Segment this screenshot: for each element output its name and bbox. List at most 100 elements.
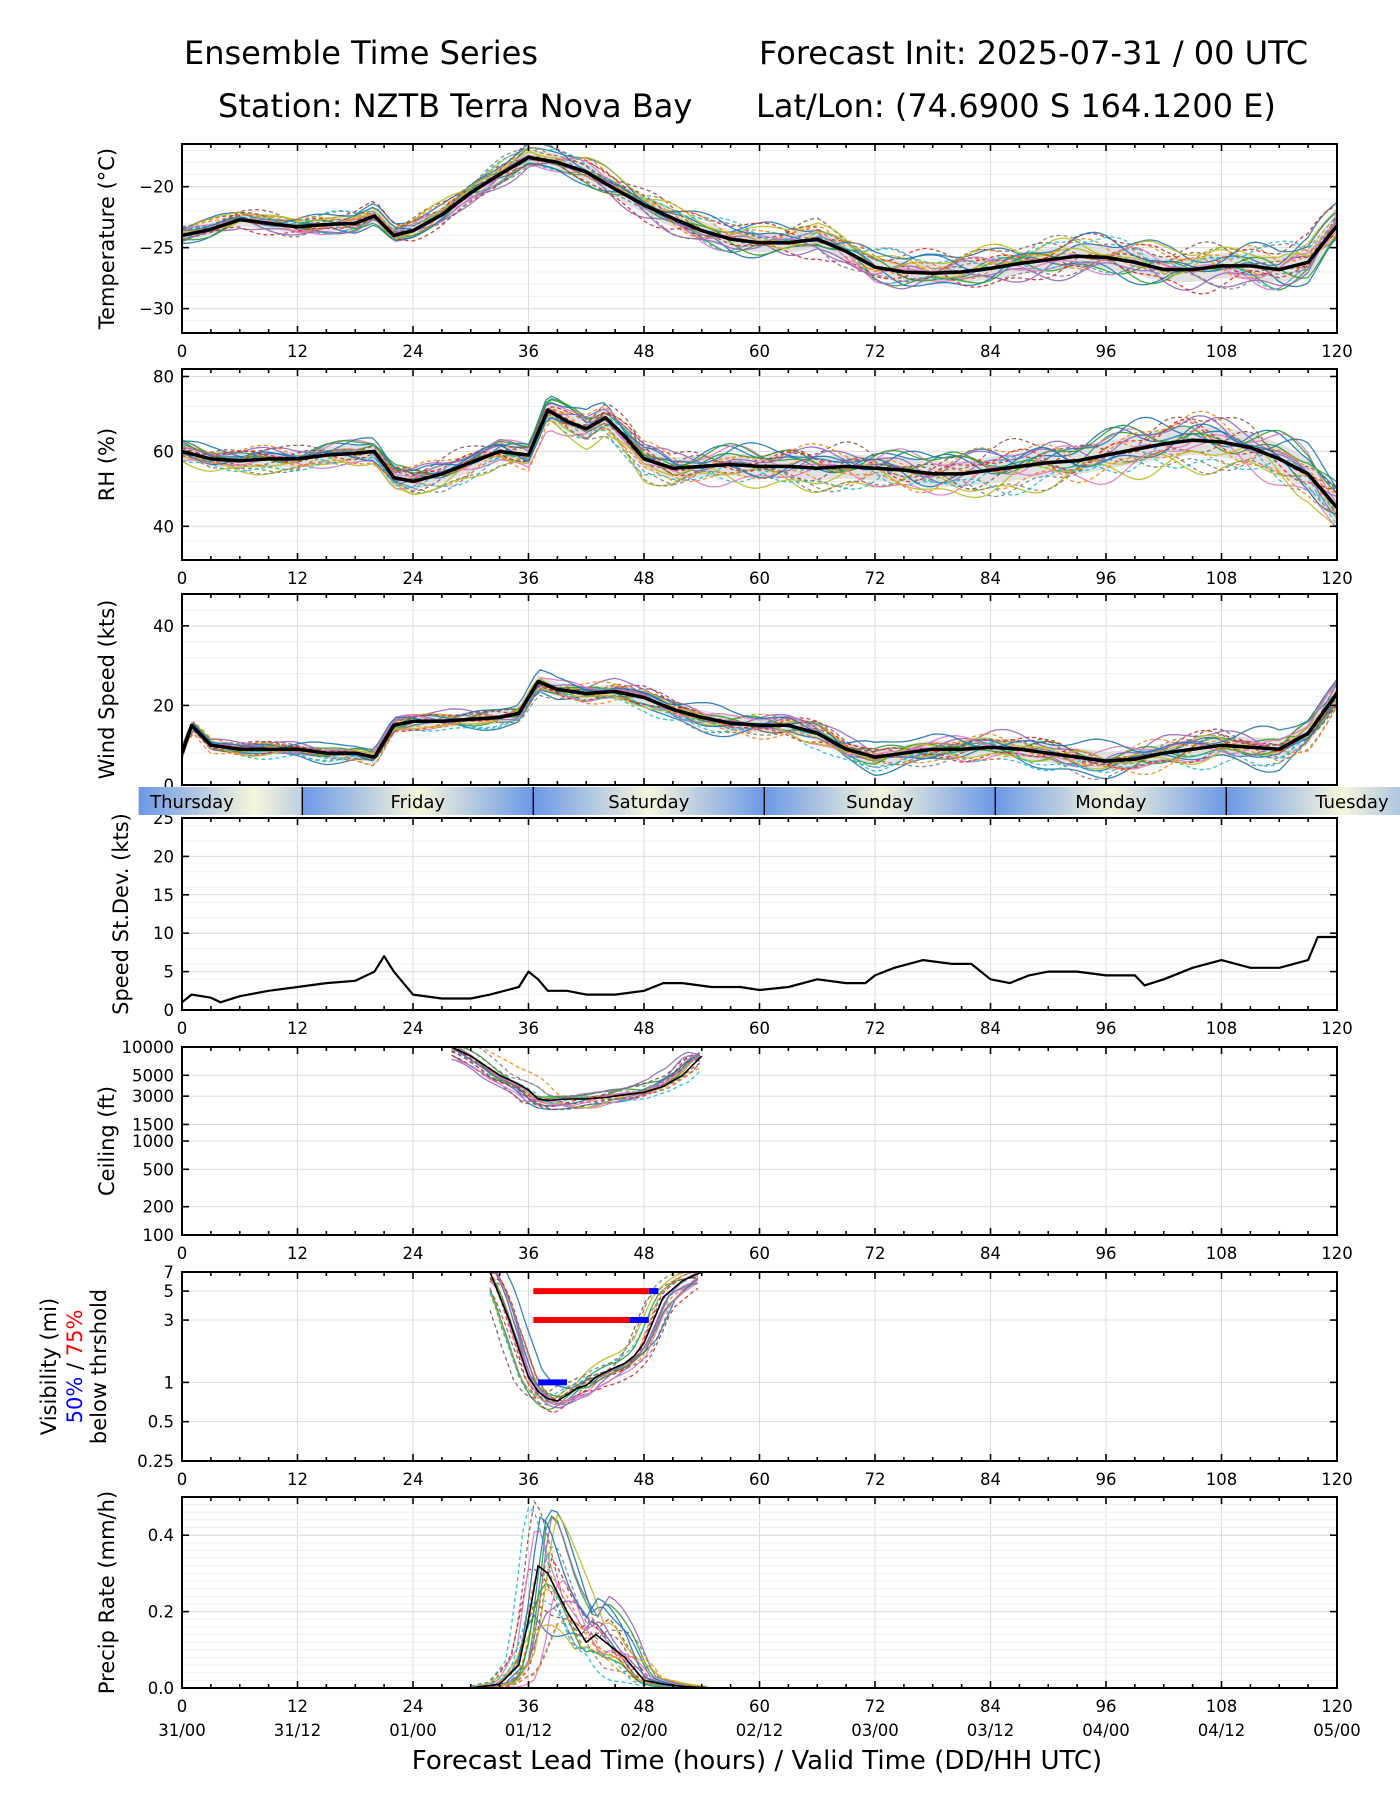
x-tick-label: 48 xyxy=(634,569,655,588)
x-tick-label: 72 xyxy=(865,1019,886,1038)
ensemble-member-line xyxy=(182,401,1337,489)
x-tick-label: 120 xyxy=(1321,569,1353,588)
x-tick-label: 12 xyxy=(287,1244,308,1263)
y-tick-label: 0 xyxy=(164,1001,175,1020)
y-tick-label: 1 xyxy=(164,1373,175,1392)
x-tick-label: 72 xyxy=(865,1470,886,1489)
x-tick-label: 0 xyxy=(177,1244,188,1263)
x-tick-label: 72 xyxy=(865,1244,886,1263)
x-tick-label: 120 xyxy=(1321,1470,1353,1489)
ensemble-member-line xyxy=(477,1047,701,1099)
ensemble-member-line xyxy=(470,1622,708,1688)
x-tick-label: 0 xyxy=(177,342,188,361)
y-tick-label: 10 xyxy=(153,924,174,943)
y-tick-label: 0.5 xyxy=(148,1413,174,1432)
day-band-segment xyxy=(533,787,765,815)
valid-time-label: 31/12 xyxy=(274,1721,322,1740)
x-tick-label: 48 xyxy=(634,1470,655,1489)
ensemble-member-line xyxy=(182,677,1337,761)
x-tick-label: 48 xyxy=(634,342,655,361)
y-tick-label: 0.4 xyxy=(148,1526,174,1545)
x-tick-label: 24 xyxy=(403,342,424,361)
ensemble-member-line xyxy=(451,1053,700,1104)
y-tick-label: 20 xyxy=(153,847,174,866)
station-label: Station: NZTB Terra Nova Bay xyxy=(218,87,692,125)
day-label: Tuesday xyxy=(1314,792,1389,813)
x-tick-label: 0 xyxy=(177,1019,188,1038)
ensemble-member-line xyxy=(470,1568,708,1688)
y-tick-label: −20 xyxy=(139,178,174,197)
x-tick-label: 12 xyxy=(287,342,308,361)
ensemble-member-line xyxy=(182,687,1337,775)
ensemble-mean-line xyxy=(182,408,1337,509)
ensemble-member-line xyxy=(470,1512,708,1688)
y-tick-label: 0.2 xyxy=(148,1603,174,1622)
ensemble-member-line xyxy=(182,687,1337,774)
x-tick-label: 60 xyxy=(749,1244,770,1263)
y-axis-label: Speed St.Dev. (kts) xyxy=(109,813,133,1015)
ensemble-member-line xyxy=(182,421,1337,512)
y-axis-label: Temperature (°C) xyxy=(95,148,119,330)
data-layer xyxy=(182,669,1337,780)
x-tick-label: 108 xyxy=(1206,1697,1238,1716)
panel-1: 0 12 24 36 48 60 72 84 96 108 120 80 60 40 RH (%) xyxy=(95,367,1353,588)
ensemble-member-line xyxy=(182,669,1337,753)
x-tick-label: 84 xyxy=(980,1244,1001,1263)
valid-time-label: 05/00 xyxy=(1313,1721,1361,1740)
y-axis-label: Ceiling (ft) xyxy=(95,1086,119,1196)
spread-band xyxy=(182,149,1337,284)
ensemble-member-line xyxy=(470,1618,708,1688)
x-tick-label: 108 xyxy=(1206,1244,1238,1263)
x-tick-label: 0 xyxy=(177,1470,188,1489)
x-tick-label: 0 xyxy=(177,1697,188,1716)
ensemble-member-line xyxy=(182,151,1337,271)
weekday-band: Thursday Friday Saturday Sunday Monday Tuesda… xyxy=(138,787,1400,815)
x-tick-label: 36 xyxy=(518,1470,539,1489)
ensemble-mean-line xyxy=(451,1047,703,1102)
ensemble-member-line xyxy=(182,163,1337,288)
x-tick-label: 108 xyxy=(1206,1019,1238,1038)
ensemble-mean-line xyxy=(489,1272,703,1402)
y-tick-label: 1500 xyxy=(132,1115,174,1134)
day-label: Thursday xyxy=(149,792,234,813)
valid-time-label: 01/00 xyxy=(389,1721,437,1740)
pct-sep-label: / xyxy=(63,1356,87,1376)
x-tick-label: 60 xyxy=(749,1019,770,1038)
title-right: Forecast Init: 2025-07-31 / 00 UTC xyxy=(759,34,1308,72)
ensemble-member-line xyxy=(470,1509,708,1688)
x-tick-label: 12 xyxy=(287,569,308,588)
y-tick-label: 15 xyxy=(153,886,174,905)
x-tick-label: 12 xyxy=(287,1019,308,1038)
valid-time-label: 03/12 xyxy=(967,1721,1015,1740)
valid-time-label: 02/00 xyxy=(620,1721,668,1740)
ensemble-member-line xyxy=(182,144,1337,272)
ensemble-member-line xyxy=(182,158,1337,290)
y-axis-label: Precip Rate (mm/h) xyxy=(95,1491,119,1694)
ensemble-member-line xyxy=(470,1599,708,1688)
ensemble-member-line xyxy=(182,419,1337,528)
ensemble-member-line xyxy=(470,1506,708,1688)
data-layer xyxy=(489,1272,703,1414)
y-axis-label-pct: 50% / 75% xyxy=(63,1310,87,1424)
y-tick-label: 0.25 xyxy=(137,1452,174,1471)
data-layer xyxy=(451,1047,703,1111)
x-tick-label: 36 xyxy=(518,569,539,588)
ensemble-member-line xyxy=(182,420,1337,529)
ensemble-member-line xyxy=(182,417,1337,516)
x-tick-label: 84 xyxy=(980,1697,1001,1716)
ensemble-member-line xyxy=(489,1272,696,1399)
y-tick-label: 5 xyxy=(164,963,175,982)
y-tick-label: 0.0 xyxy=(148,1679,174,1698)
panel-5: 0 12 24 36 48 60 72 84 96 108 120 75 3 1 0.5 0.25 Visibi… xyxy=(37,1263,1353,1489)
y-tick-label: 5 xyxy=(164,1282,175,1301)
ensemble-member-line xyxy=(182,694,1337,780)
ensemble-member-line xyxy=(456,1047,701,1106)
ensemble-member-line xyxy=(182,144,1337,270)
data-layer xyxy=(182,144,1337,295)
x-tick-label: 60 xyxy=(749,342,770,361)
panel-4: 0 12 24 36 48 60 72 84 96 108 120 10000 5000 3000 1500… xyxy=(95,1038,1353,1263)
day-label: Monday xyxy=(1075,792,1146,813)
x-tick-label: 108 xyxy=(1206,342,1238,361)
